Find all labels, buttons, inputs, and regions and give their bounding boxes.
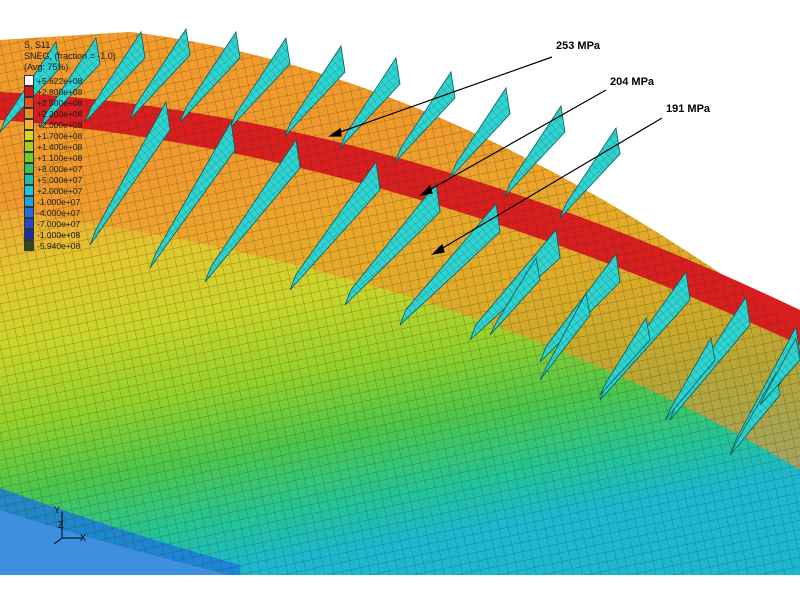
legend-entry: +1.700e+08 bbox=[24, 130, 144, 141]
legend-averaging: (Avg: 75%) bbox=[24, 62, 69, 72]
stiffener-mesh bbox=[85, 32, 145, 122]
stiffener-mesh bbox=[560, 128, 620, 218]
legend-value: +2.800e+08 bbox=[37, 86, 83, 97]
stiffener-mesh bbox=[600, 318, 650, 395]
annotation-253: 253 MPa bbox=[556, 40, 601, 52]
legend-value: +2.000e+07 bbox=[37, 185, 83, 196]
axis-triad bbox=[53, 512, 82, 545]
legend-entry: -1.000e+08 bbox=[24, 229, 144, 240]
stiffener-mesh bbox=[540, 293, 590, 380]
legend-value: +1.100e+08 bbox=[37, 152, 83, 163]
stiffener-mesh bbox=[470, 230, 560, 340]
stiffener-mesh bbox=[450, 88, 510, 178]
legend-value: +1.400e+08 bbox=[37, 141, 83, 152]
leader-204 bbox=[423, 89, 607, 194]
legend-value: +2.500e+08 bbox=[37, 97, 83, 108]
legend-swatch bbox=[24, 119, 34, 130]
legend-value: +1.700e+08 bbox=[37, 130, 83, 141]
legend-value: -1.000e+07 bbox=[37, 196, 81, 207]
stiffener-mesh bbox=[290, 162, 380, 290]
legend-swatch bbox=[24, 141, 34, 152]
legend-swatch bbox=[24, 174, 34, 185]
legend-swatch bbox=[24, 207, 34, 218]
legend-entry: +2.200e+08 bbox=[24, 108, 144, 119]
leader-191-head bbox=[431, 243, 445, 255]
stiffener-mesh bbox=[90, 102, 170, 245]
stiffener-mesh bbox=[505, 106, 565, 196]
legend-entry: +5.000e+07 bbox=[24, 174, 144, 185]
leader-253-head bbox=[328, 127, 342, 137]
leader-204-head bbox=[419, 184, 433, 196]
stiffener-mesh bbox=[205, 140, 300, 282]
stiffener-mesh bbox=[345, 184, 440, 305]
axis-z-label: Z bbox=[58, 520, 64, 530]
stiffener-mesh bbox=[285, 46, 345, 136]
legend-swatch bbox=[24, 185, 34, 196]
legend-entry: +2.000e+07 bbox=[24, 185, 144, 196]
stiffener-mesh bbox=[665, 338, 715, 420]
legend-entry: -1.000e+07 bbox=[24, 196, 144, 207]
annotation-leaders bbox=[328, 56, 663, 255]
legend-swatch bbox=[24, 86, 34, 97]
legend-entry: +2.000e+08 bbox=[24, 119, 144, 130]
legend-entry: +1.100e+08 bbox=[24, 152, 144, 163]
legend-value: -1.000e+08 bbox=[37, 229, 81, 240]
legend-swatch bbox=[24, 152, 34, 163]
legend-value: +2.000e+08 bbox=[37, 119, 83, 130]
annotation-204: 204 MPa bbox=[610, 76, 655, 88]
legend-value: +5.622e+08 bbox=[37, 75, 83, 86]
legend-value: -4.000e+07 bbox=[37, 207, 81, 218]
legend-section: SNEG, (fraction = -1.0) bbox=[24, 51, 116, 61]
stiffener-mesh bbox=[180, 32, 240, 122]
legend-value: -7.000e+07 bbox=[37, 218, 81, 229]
stiffener-mesh bbox=[230, 38, 290, 128]
legend-swatch bbox=[24, 75, 34, 86]
stiffener-mesh bbox=[395, 72, 455, 162]
axis-y-label: Y bbox=[54, 505, 61, 515]
leader-191 bbox=[435, 117, 663, 253]
legend-entry: +1.400e+08 bbox=[24, 141, 144, 152]
stiffener-mesh bbox=[40, 38, 100, 128]
legend-swatch bbox=[24, 196, 34, 207]
legend-swatch bbox=[24, 130, 34, 141]
legend-swatch bbox=[24, 229, 34, 240]
legend-swatch bbox=[24, 108, 34, 119]
stiffener-mesh bbox=[490, 258, 540, 335]
legend-value: +5.000e+07 bbox=[37, 174, 83, 185]
stiffener-mesh bbox=[760, 338, 800, 405]
legend-swatch bbox=[24, 218, 34, 229]
legend-value: +8.000e+07 bbox=[37, 163, 83, 174]
legend-rows: +5.622e+08 +2.800e+08 +2.500e+08 +2.200e+08… bbox=[24, 75, 144, 251]
legend-entry: +2.500e+08 bbox=[24, 97, 144, 108]
legend-entry: -4.000e+07 bbox=[24, 207, 144, 218]
annotation-191: 191 MPa bbox=[666, 103, 711, 115]
legend-swatch bbox=[24, 97, 34, 108]
legend-value: +2.200e+08 bbox=[37, 108, 83, 119]
legend-entry: -7.000e+07 bbox=[24, 218, 144, 229]
legend-swatch bbox=[24, 163, 34, 174]
axis-x-label: X bbox=[80, 533, 87, 543]
stiffener-mesh bbox=[340, 58, 400, 148]
legend-entry: -5.940e+08 bbox=[24, 240, 144, 251]
legend-swatch bbox=[24, 240, 34, 251]
legend-entry: +5.622e+08 bbox=[24, 75, 144, 86]
stiffener-mesh bbox=[150, 122, 235, 268]
legend-variable: S, S11 bbox=[24, 40, 51, 50]
mesh-overlay bbox=[0, 32, 800, 575]
leader-253 bbox=[331, 56, 553, 136]
stiffener-mesh bbox=[400, 204, 500, 325]
legend-entry: +8.000e+07 bbox=[24, 163, 144, 174]
legend-entry: +2.800e+08 bbox=[24, 86, 144, 97]
legend-value: -5.940e+08 bbox=[37, 240, 81, 251]
contour-legend: S, S11 SNEG, (fraction = -1.0) (Avg: 75%… bbox=[24, 40, 144, 251]
stiffener-mesh bbox=[130, 29, 190, 119]
stiffener-group bbox=[0, 27, 800, 456]
